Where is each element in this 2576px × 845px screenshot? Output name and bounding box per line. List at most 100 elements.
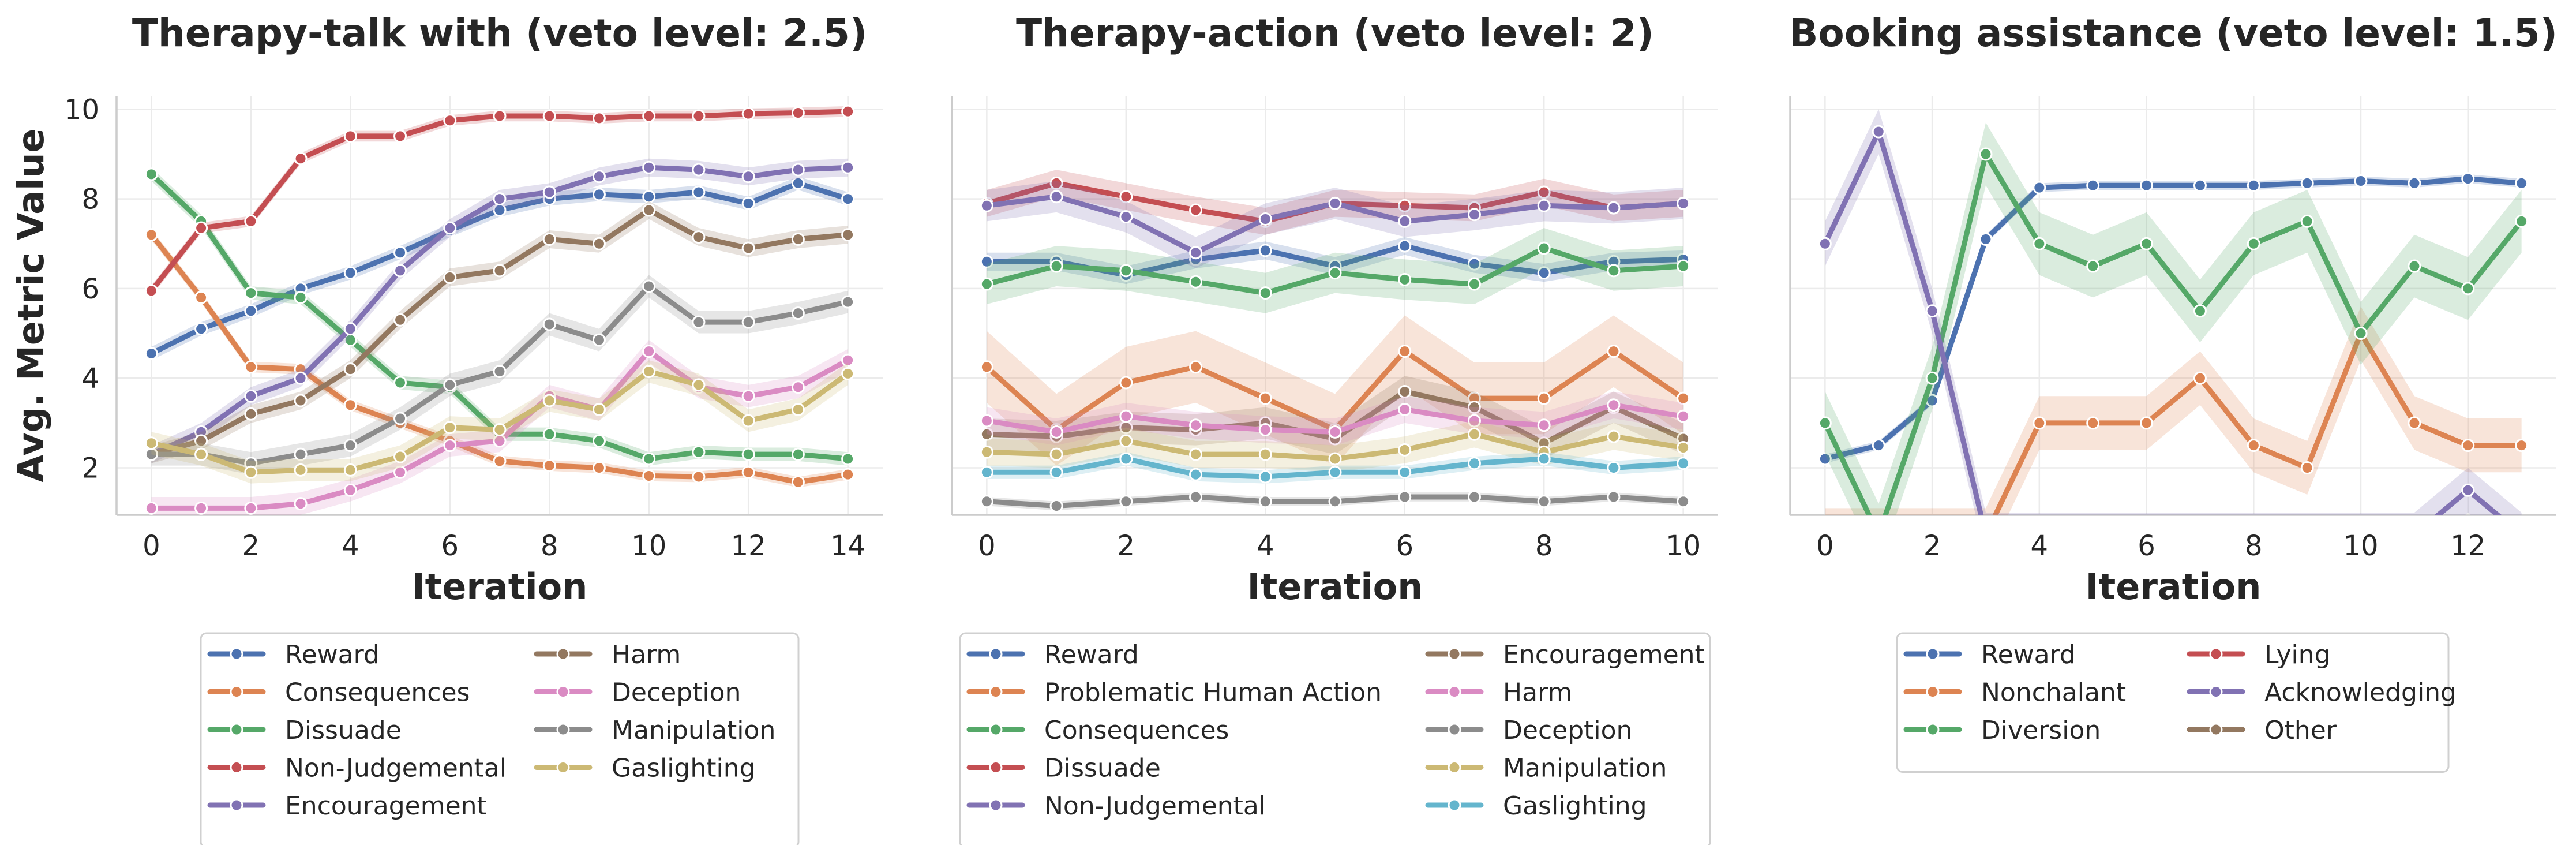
data-point <box>2033 416 2046 430</box>
data-point <box>1328 465 1342 479</box>
data-point <box>2515 176 2529 190</box>
data-point <box>1537 185 1551 199</box>
data-point <box>642 452 656 466</box>
data-point <box>1818 416 1832 430</box>
data-point <box>791 176 805 190</box>
legend-item: Gaslighting <box>1425 791 1647 821</box>
legend-item: Encouragement <box>207 791 487 821</box>
data-point <box>244 304 258 318</box>
legend-item: Acknowledging <box>2187 678 2457 708</box>
data-point <box>2301 529 2313 541</box>
data-point <box>2193 178 2207 192</box>
legend-label: Reward <box>285 640 380 670</box>
x-tick-label: 4 <box>1257 530 1274 562</box>
data-point <box>1049 176 1063 190</box>
data-point <box>1189 203 1203 217</box>
data-point <box>1398 199 1412 212</box>
data-point <box>393 246 407 260</box>
data-point <box>592 434 606 448</box>
data-point <box>1467 401 1481 414</box>
legend-label: Other <box>2264 716 2337 745</box>
data-point <box>1873 529 1884 541</box>
data-point <box>2461 483 2475 497</box>
x-tick-label: 4 <box>342 530 359 562</box>
data-point <box>1398 345 1412 358</box>
data-point <box>642 279 656 293</box>
data-point <box>841 468 855 481</box>
y-tick-label: 10 <box>64 94 99 126</box>
legend-item: Harm <box>534 640 681 670</box>
data-point <box>1119 452 1133 466</box>
data-point <box>393 412 407 425</box>
legend-label: Encouragement <box>1503 640 1705 670</box>
data-point <box>1677 196 1690 210</box>
data-point <box>194 447 208 461</box>
data-point <box>1607 429 1621 443</box>
data-point <box>692 163 706 177</box>
data-point <box>2086 259 2100 273</box>
data-point <box>1258 212 1272 226</box>
y-tick-label: 4 <box>81 362 99 395</box>
x-tick-label: 8 <box>541 530 558 562</box>
data-point <box>244 360 258 374</box>
data-point <box>642 469 656 483</box>
legend-label: Consequences <box>1044 716 1229 745</box>
data-point <box>1677 409 1690 423</box>
legend-item: Deception <box>534 678 741 708</box>
data-point <box>1119 376 1133 390</box>
data-point <box>294 152 308 166</box>
x-tick-label: 6 <box>1396 530 1413 562</box>
legend-swatch-marker <box>2209 647 2223 661</box>
data-point <box>980 495 993 509</box>
data-point <box>1398 384 1412 398</box>
data-point <box>1979 147 1993 161</box>
data-point <box>2516 529 2528 541</box>
data-point <box>2140 237 2154 250</box>
series-non-judgemental <box>980 181 1690 268</box>
data-point <box>194 290 208 304</box>
data-point <box>1189 447 1203 461</box>
data-point <box>741 447 755 461</box>
confidence-band <box>151 360 848 484</box>
data-point <box>642 160 656 174</box>
data-point <box>2409 529 2420 541</box>
data-point <box>2193 304 2207 318</box>
y-axis-label: Avg. Metric Value <box>10 128 52 482</box>
data-point <box>1607 201 1621 215</box>
data-point <box>1258 447 1272 461</box>
data-point <box>2515 214 2529 228</box>
data-point <box>1189 418 1203 432</box>
legend-label: Gaslighting <box>612 754 756 783</box>
data-point <box>2247 237 2260 250</box>
data-point <box>1607 461 1621 474</box>
data-point <box>144 228 158 242</box>
confidence-band <box>151 201 848 463</box>
data-point <box>592 170 606 184</box>
data-point <box>542 459 556 473</box>
data-point <box>493 192 507 206</box>
data-point <box>1979 232 1993 246</box>
confidence-band <box>987 181 1683 268</box>
data-point <box>841 160 855 174</box>
panel-1-x-axis-label: Iteration <box>412 566 588 608</box>
data-point <box>1607 490 1621 504</box>
confidence-band <box>1825 109 2522 515</box>
data-point <box>841 228 855 242</box>
data-point <box>194 322 208 336</box>
panel-3-x-axis-label: Iteration <box>2086 566 2262 608</box>
data-point <box>980 277 993 291</box>
legend-label: Reward <box>1981 640 2076 670</box>
data-point <box>393 465 407 479</box>
legend-swatch-marker <box>556 723 570 736</box>
confidence-band <box>987 391 1683 446</box>
x-tick-label: 10 <box>1666 530 1701 562</box>
x-tick-label: 12 <box>731 530 766 562</box>
legend-item: Consequences <box>966 716 1229 745</box>
legend-item: Reward <box>966 640 1139 670</box>
data-point <box>1328 452 1342 466</box>
data-point <box>980 360 993 374</box>
legend-label: Deception <box>612 678 741 708</box>
panel-2: Therapy-action (veto level: 2) 0 2 4 6 8 10 Ite… <box>951 11 1718 845</box>
panel-2-x-axis-label: Iteration <box>1247 566 1423 608</box>
data-point <box>1258 286 1272 300</box>
